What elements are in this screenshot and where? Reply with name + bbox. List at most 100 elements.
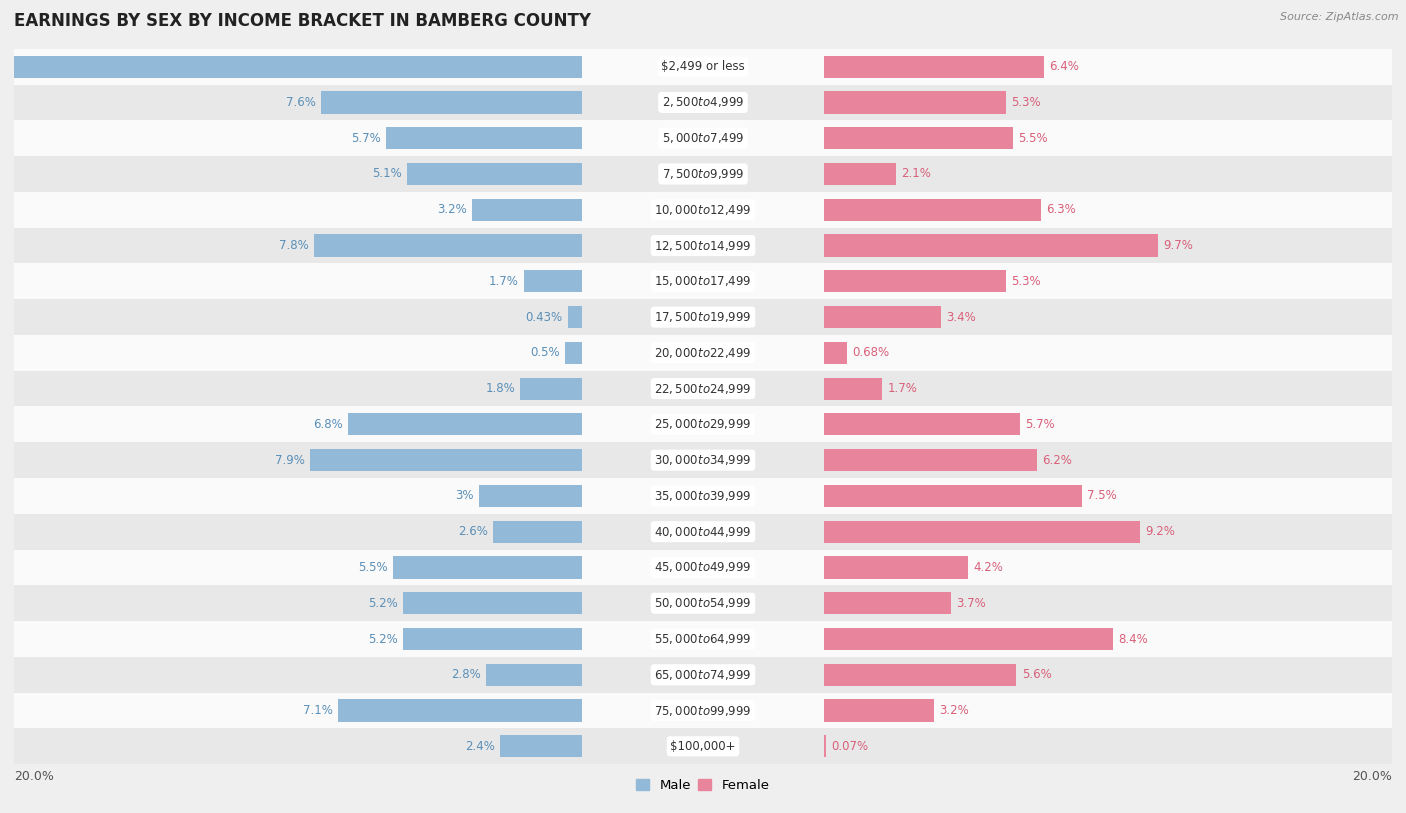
Bar bbox=[14, 550, 1392, 585]
Bar bbox=[824, 270, 1007, 293]
Text: 9.7%: 9.7% bbox=[1163, 239, 1192, 252]
Text: 20.0%: 20.0% bbox=[14, 770, 53, 783]
Bar bbox=[14, 406, 1392, 442]
Legend: Male, Female: Male, Female bbox=[631, 773, 775, 797]
Text: $75,000 to $99,999: $75,000 to $99,999 bbox=[654, 703, 752, 718]
Text: 1.7%: 1.7% bbox=[887, 382, 917, 395]
Bar bbox=[404, 592, 582, 615]
Text: 5.2%: 5.2% bbox=[368, 633, 398, 646]
Bar bbox=[824, 592, 950, 615]
Text: 3.2%: 3.2% bbox=[437, 203, 467, 216]
Text: $2,499 or less: $2,499 or less bbox=[661, 60, 745, 73]
Text: 3.7%: 3.7% bbox=[956, 597, 986, 610]
Bar bbox=[337, 699, 582, 722]
Bar bbox=[14, 621, 1392, 657]
Bar bbox=[824, 413, 1019, 436]
Text: 5.1%: 5.1% bbox=[371, 167, 402, 180]
Text: 2.1%: 2.1% bbox=[901, 167, 931, 180]
Text: $7,500 to $9,999: $7,500 to $9,999 bbox=[662, 167, 744, 181]
Text: $15,000 to $17,499: $15,000 to $17,499 bbox=[654, 274, 752, 289]
Bar bbox=[824, 663, 1017, 686]
Text: 2.6%: 2.6% bbox=[458, 525, 488, 538]
Text: 7.6%: 7.6% bbox=[285, 96, 315, 109]
Bar bbox=[14, 693, 1392, 728]
Bar bbox=[524, 270, 582, 293]
Bar bbox=[314, 234, 582, 257]
Bar bbox=[824, 55, 1045, 78]
Text: $45,000 to $49,999: $45,000 to $49,999 bbox=[654, 560, 752, 575]
Bar bbox=[824, 485, 1083, 507]
Text: 7.1%: 7.1% bbox=[302, 704, 333, 717]
Bar bbox=[824, 127, 1012, 150]
Bar bbox=[824, 198, 1040, 221]
Text: $55,000 to $64,999: $55,000 to $64,999 bbox=[654, 632, 752, 646]
Text: $65,000 to $74,999: $65,000 to $74,999 bbox=[654, 667, 752, 682]
Bar bbox=[565, 341, 582, 364]
Bar bbox=[14, 263, 1392, 299]
Bar bbox=[824, 699, 934, 722]
Text: 3%: 3% bbox=[456, 489, 474, 502]
Text: 6.2%: 6.2% bbox=[1042, 454, 1073, 467]
Text: $100,000+: $100,000+ bbox=[671, 740, 735, 753]
Text: 1.8%: 1.8% bbox=[485, 382, 515, 395]
Text: $10,000 to $12,499: $10,000 to $12,499 bbox=[654, 202, 752, 217]
Text: 7.8%: 7.8% bbox=[278, 239, 308, 252]
Bar bbox=[14, 120, 1392, 156]
Bar bbox=[321, 91, 582, 114]
Bar bbox=[14, 371, 1392, 406]
Bar bbox=[824, 628, 1114, 650]
Text: 7.5%: 7.5% bbox=[1087, 489, 1116, 502]
Text: 3.4%: 3.4% bbox=[946, 311, 976, 324]
Bar bbox=[486, 663, 582, 686]
Bar bbox=[14, 192, 1392, 228]
Bar bbox=[520, 377, 582, 400]
Text: 0.07%: 0.07% bbox=[831, 740, 869, 753]
Text: 1.7%: 1.7% bbox=[489, 275, 519, 288]
Bar bbox=[14, 514, 1392, 550]
Text: 6.8%: 6.8% bbox=[314, 418, 343, 431]
Bar bbox=[14, 85, 1392, 120]
Bar bbox=[387, 127, 582, 150]
Bar bbox=[14, 657, 1392, 693]
Text: $2,500 to $4,999: $2,500 to $4,999 bbox=[662, 95, 744, 110]
Text: 5.7%: 5.7% bbox=[352, 132, 381, 145]
Text: 5.3%: 5.3% bbox=[1011, 96, 1040, 109]
Bar bbox=[499, 735, 582, 758]
Text: 5.5%: 5.5% bbox=[1018, 132, 1047, 145]
Bar bbox=[406, 163, 582, 185]
Text: 5.2%: 5.2% bbox=[368, 597, 398, 610]
Bar bbox=[824, 306, 941, 328]
Text: 4.2%: 4.2% bbox=[973, 561, 1004, 574]
Text: 5.3%: 5.3% bbox=[1011, 275, 1040, 288]
Text: Source: ZipAtlas.com: Source: ZipAtlas.com bbox=[1281, 12, 1399, 22]
Text: EARNINGS BY SEX BY INCOME BRACKET IN BAMBERG COUNTY: EARNINGS BY SEX BY INCOME BRACKET IN BAM… bbox=[14, 12, 591, 30]
Bar bbox=[14, 585, 1392, 621]
Text: $50,000 to $54,999: $50,000 to $54,999 bbox=[654, 596, 752, 611]
Text: $30,000 to $34,999: $30,000 to $34,999 bbox=[654, 453, 752, 467]
Text: 6.3%: 6.3% bbox=[1046, 203, 1076, 216]
Bar bbox=[14, 228, 1392, 263]
Text: 20.0%: 20.0% bbox=[1353, 770, 1392, 783]
Bar bbox=[14, 156, 1392, 192]
Text: 7.9%: 7.9% bbox=[276, 454, 305, 467]
Text: $25,000 to $29,999: $25,000 to $29,999 bbox=[654, 417, 752, 432]
Bar bbox=[824, 377, 882, 400]
Bar bbox=[404, 628, 582, 650]
Text: 3.2%: 3.2% bbox=[939, 704, 969, 717]
Bar bbox=[824, 163, 896, 185]
Bar bbox=[479, 485, 582, 507]
Text: 9.2%: 9.2% bbox=[1146, 525, 1175, 538]
Text: 0.43%: 0.43% bbox=[526, 311, 562, 324]
Bar bbox=[14, 728, 1392, 764]
Text: 8.4%: 8.4% bbox=[1118, 633, 1147, 646]
Bar bbox=[14, 299, 1392, 335]
Bar bbox=[14, 442, 1392, 478]
Text: $35,000 to $39,999: $35,000 to $39,999 bbox=[654, 489, 752, 503]
Bar bbox=[0, 55, 582, 78]
Bar bbox=[14, 49, 1392, 85]
Text: 2.4%: 2.4% bbox=[465, 740, 495, 753]
Text: 5.7%: 5.7% bbox=[1025, 418, 1054, 431]
Text: $20,000 to $22,499: $20,000 to $22,499 bbox=[654, 346, 752, 360]
Bar bbox=[568, 306, 582, 328]
Bar bbox=[824, 520, 1140, 543]
